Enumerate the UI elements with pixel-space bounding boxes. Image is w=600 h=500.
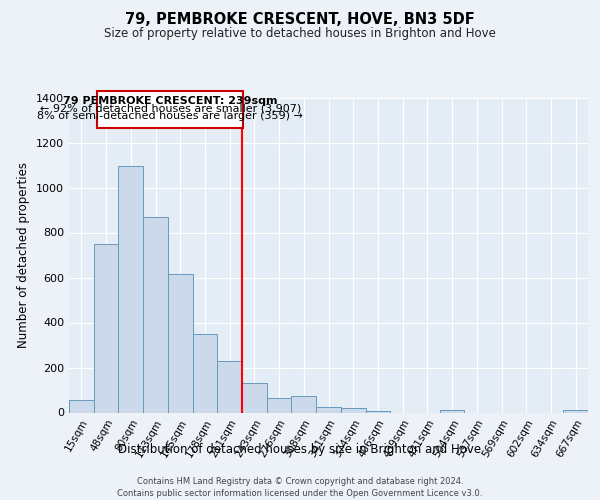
Bar (316, 407, 341, 412)
Bar (292, 396, 316, 412)
Bar (94, 244, 118, 412)
Bar (341, 408, 365, 412)
Bar (69, 400, 94, 412)
Bar (440, 410, 464, 412)
Text: 79 PEMBROKE CRESCENT: 239sqm: 79 PEMBROKE CRESCENT: 239sqm (63, 96, 278, 106)
FancyBboxPatch shape (97, 91, 243, 128)
Text: 8% of semi-detached houses are larger (359) →: 8% of semi-detached houses are larger (3… (37, 111, 303, 121)
Bar (267, 398, 292, 412)
Y-axis label: Number of detached properties: Number of detached properties (17, 162, 31, 348)
Text: Distribution of detached houses by size in Brighton and Hove: Distribution of detached houses by size … (118, 442, 482, 456)
Bar (143, 217, 168, 412)
Text: Contains HM Land Registry data © Crown copyright and database right 2024.: Contains HM Land Registry data © Crown c… (137, 478, 463, 486)
Text: Size of property relative to detached houses in Brighton and Hove: Size of property relative to detached ho… (104, 28, 496, 40)
Bar (193, 334, 217, 412)
Bar (217, 361, 242, 412)
Text: 79, PEMBROKE CRESCENT, HOVE, BN3 5DF: 79, PEMBROKE CRESCENT, HOVE, BN3 5DF (125, 12, 475, 28)
Bar (118, 166, 143, 412)
Text: ← 92% of detached houses are smaller (3,907): ← 92% of detached houses are smaller (3,… (40, 103, 301, 113)
Bar (242, 383, 267, 412)
Bar (563, 410, 588, 412)
Text: Contains public sector information licensed under the Open Government Licence v3: Contains public sector information licen… (118, 489, 482, 498)
Bar (168, 274, 193, 412)
